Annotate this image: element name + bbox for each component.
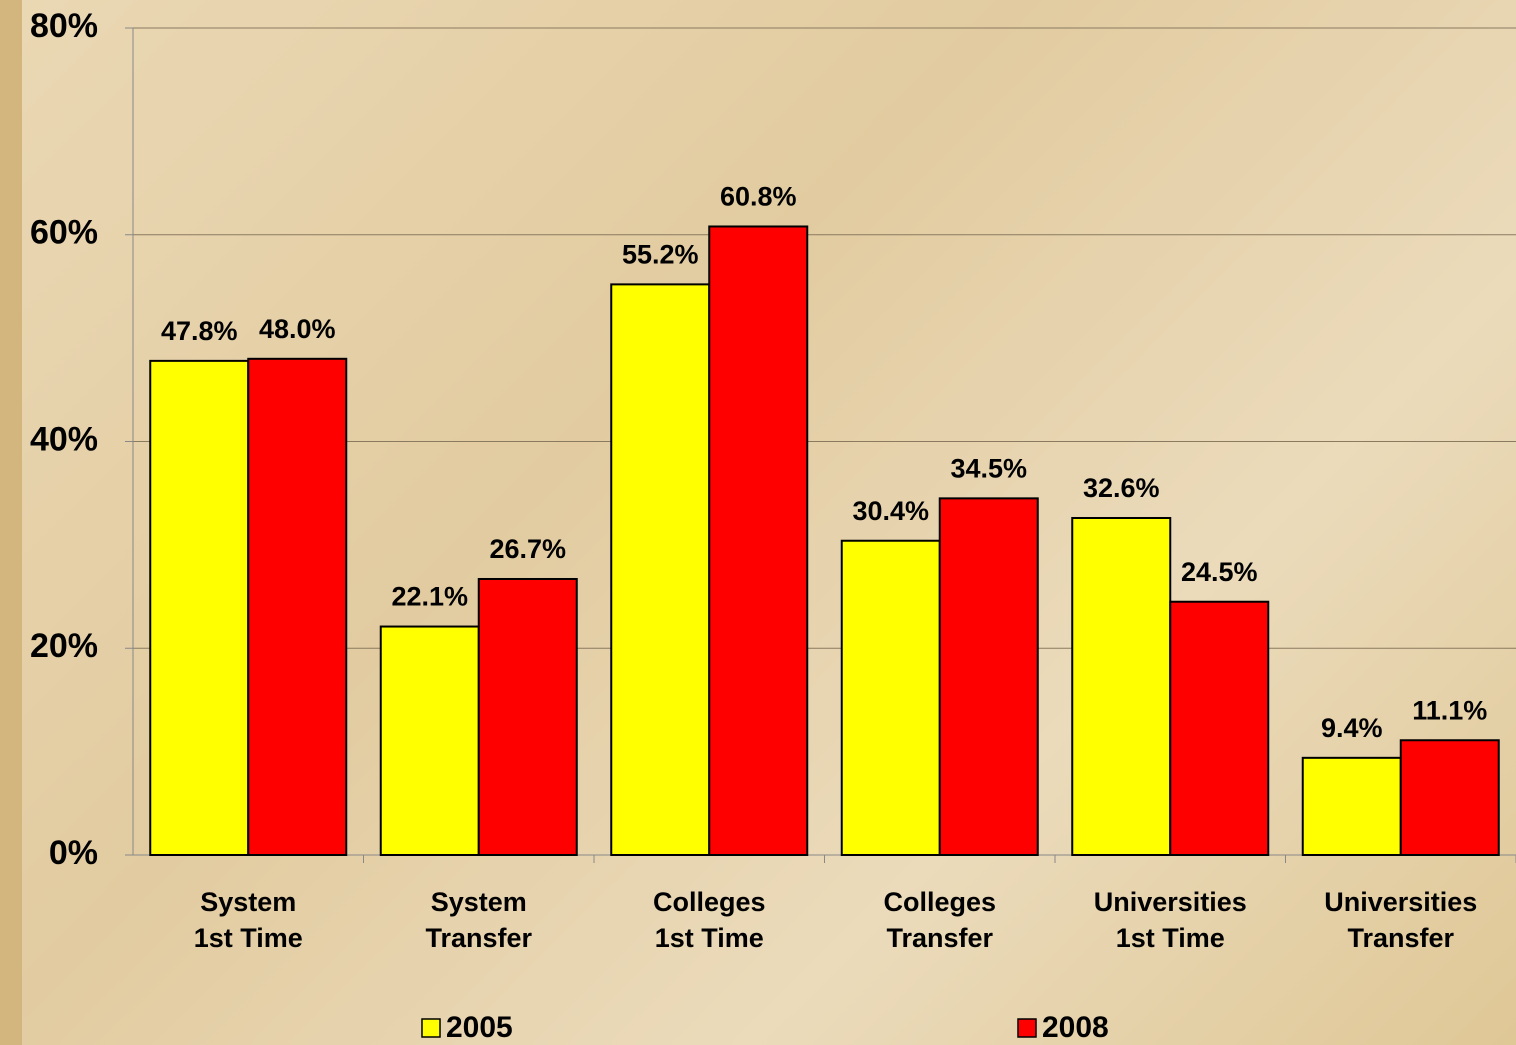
bar [1072,518,1170,855]
bar [381,627,479,855]
x-tick-label: Universities Transfer [1291,884,1511,956]
legend-swatch [1018,1019,1036,1037]
y-tick-label: 60% [30,214,98,252]
x-tick-label: Colleges Transfer [830,884,1050,956]
page: 0% 20% 40% 60% 80% 47.8% 48.0% 22.1% 26.7% 55.2% 6… [0,0,1516,1045]
bar [611,284,709,855]
bar [248,359,346,855]
value-label: 26.7% [489,534,566,564]
value-label: 34.5% [950,453,1027,483]
value-label: 47.8% [161,316,238,346]
x-tick-label: Universities 1st Time [1060,884,1280,956]
y-tick-label: 0% [49,834,98,872]
value-label: 24.5% [1181,557,1258,587]
y-tick-label: 80% [30,7,98,45]
bar [940,498,1038,855]
x-tick-label: Colleges 1st Time [599,884,819,956]
bar [842,541,940,855]
value-label: 60.8% [720,182,797,212]
bar [709,226,807,855]
value-label: 22.1% [391,582,468,612]
y-tick-label: 20% [30,627,98,665]
value-label: 9.4% [1321,713,1383,743]
y-tick-label: 40% [30,420,98,458]
bar [479,579,577,855]
value-label: 55.2% [622,239,699,269]
legend-label: 2008 [1042,1011,1109,1044]
value-label: 11.1% [1412,695,1487,725]
legend-swatch [422,1019,440,1037]
value-label: 48.0% [259,314,336,344]
x-tick-label: System Transfer [369,884,589,956]
x-tick-label: System 1st Time [138,884,358,956]
value-label: 30.4% [852,496,929,526]
value-label: 32.6% [1083,473,1160,503]
bar [150,361,248,855]
bar [1170,602,1268,855]
legend-label: 2005 [446,1011,513,1044]
bar [1401,740,1499,855]
bar [1303,758,1401,855]
